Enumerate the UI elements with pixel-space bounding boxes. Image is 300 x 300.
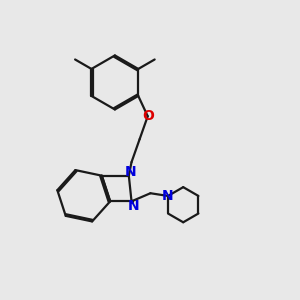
Text: O: O (142, 109, 154, 123)
Text: N: N (162, 189, 174, 203)
Text: N: N (128, 199, 140, 213)
Text: N: N (124, 165, 136, 178)
